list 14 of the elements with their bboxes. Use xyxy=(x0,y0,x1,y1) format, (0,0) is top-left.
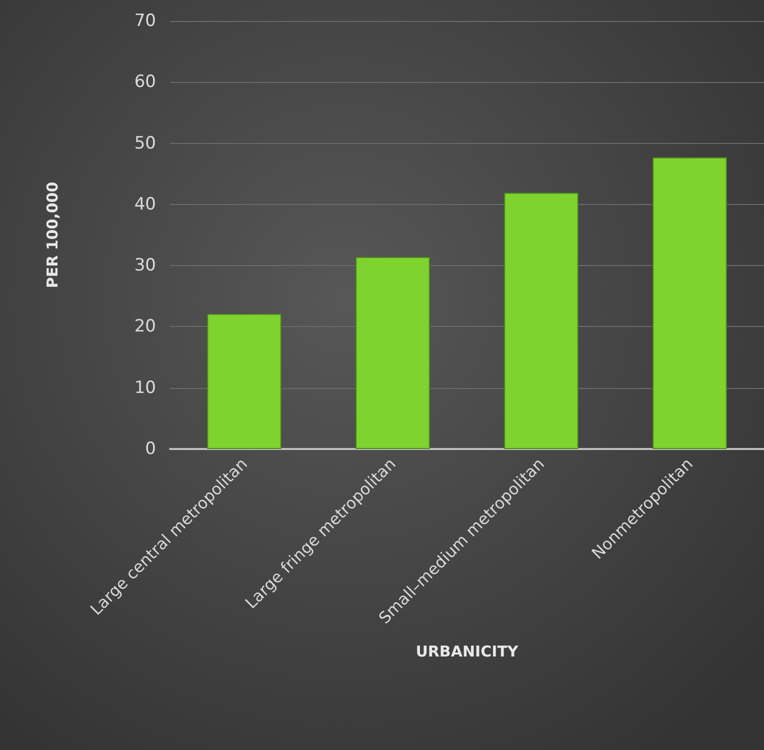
bar xyxy=(356,257,430,449)
bar xyxy=(207,314,282,449)
y-tick-label: 0 xyxy=(145,439,156,459)
bar xyxy=(652,157,727,449)
y-tick-label: 30 xyxy=(134,256,156,276)
y-axis-title: PER 100,000 xyxy=(44,182,62,288)
y-tick-label: 40 xyxy=(134,194,156,214)
y-tick-label: 50 xyxy=(134,133,156,154)
y-tick-label: 60 xyxy=(134,72,156,92)
x-axis-title: URBANICITY xyxy=(416,642,520,660)
y-tick-label: 10 xyxy=(134,378,156,398)
y-tick-label: 70 xyxy=(134,11,156,31)
y-tick-label: 20 xyxy=(134,316,156,337)
bar xyxy=(504,192,578,449)
